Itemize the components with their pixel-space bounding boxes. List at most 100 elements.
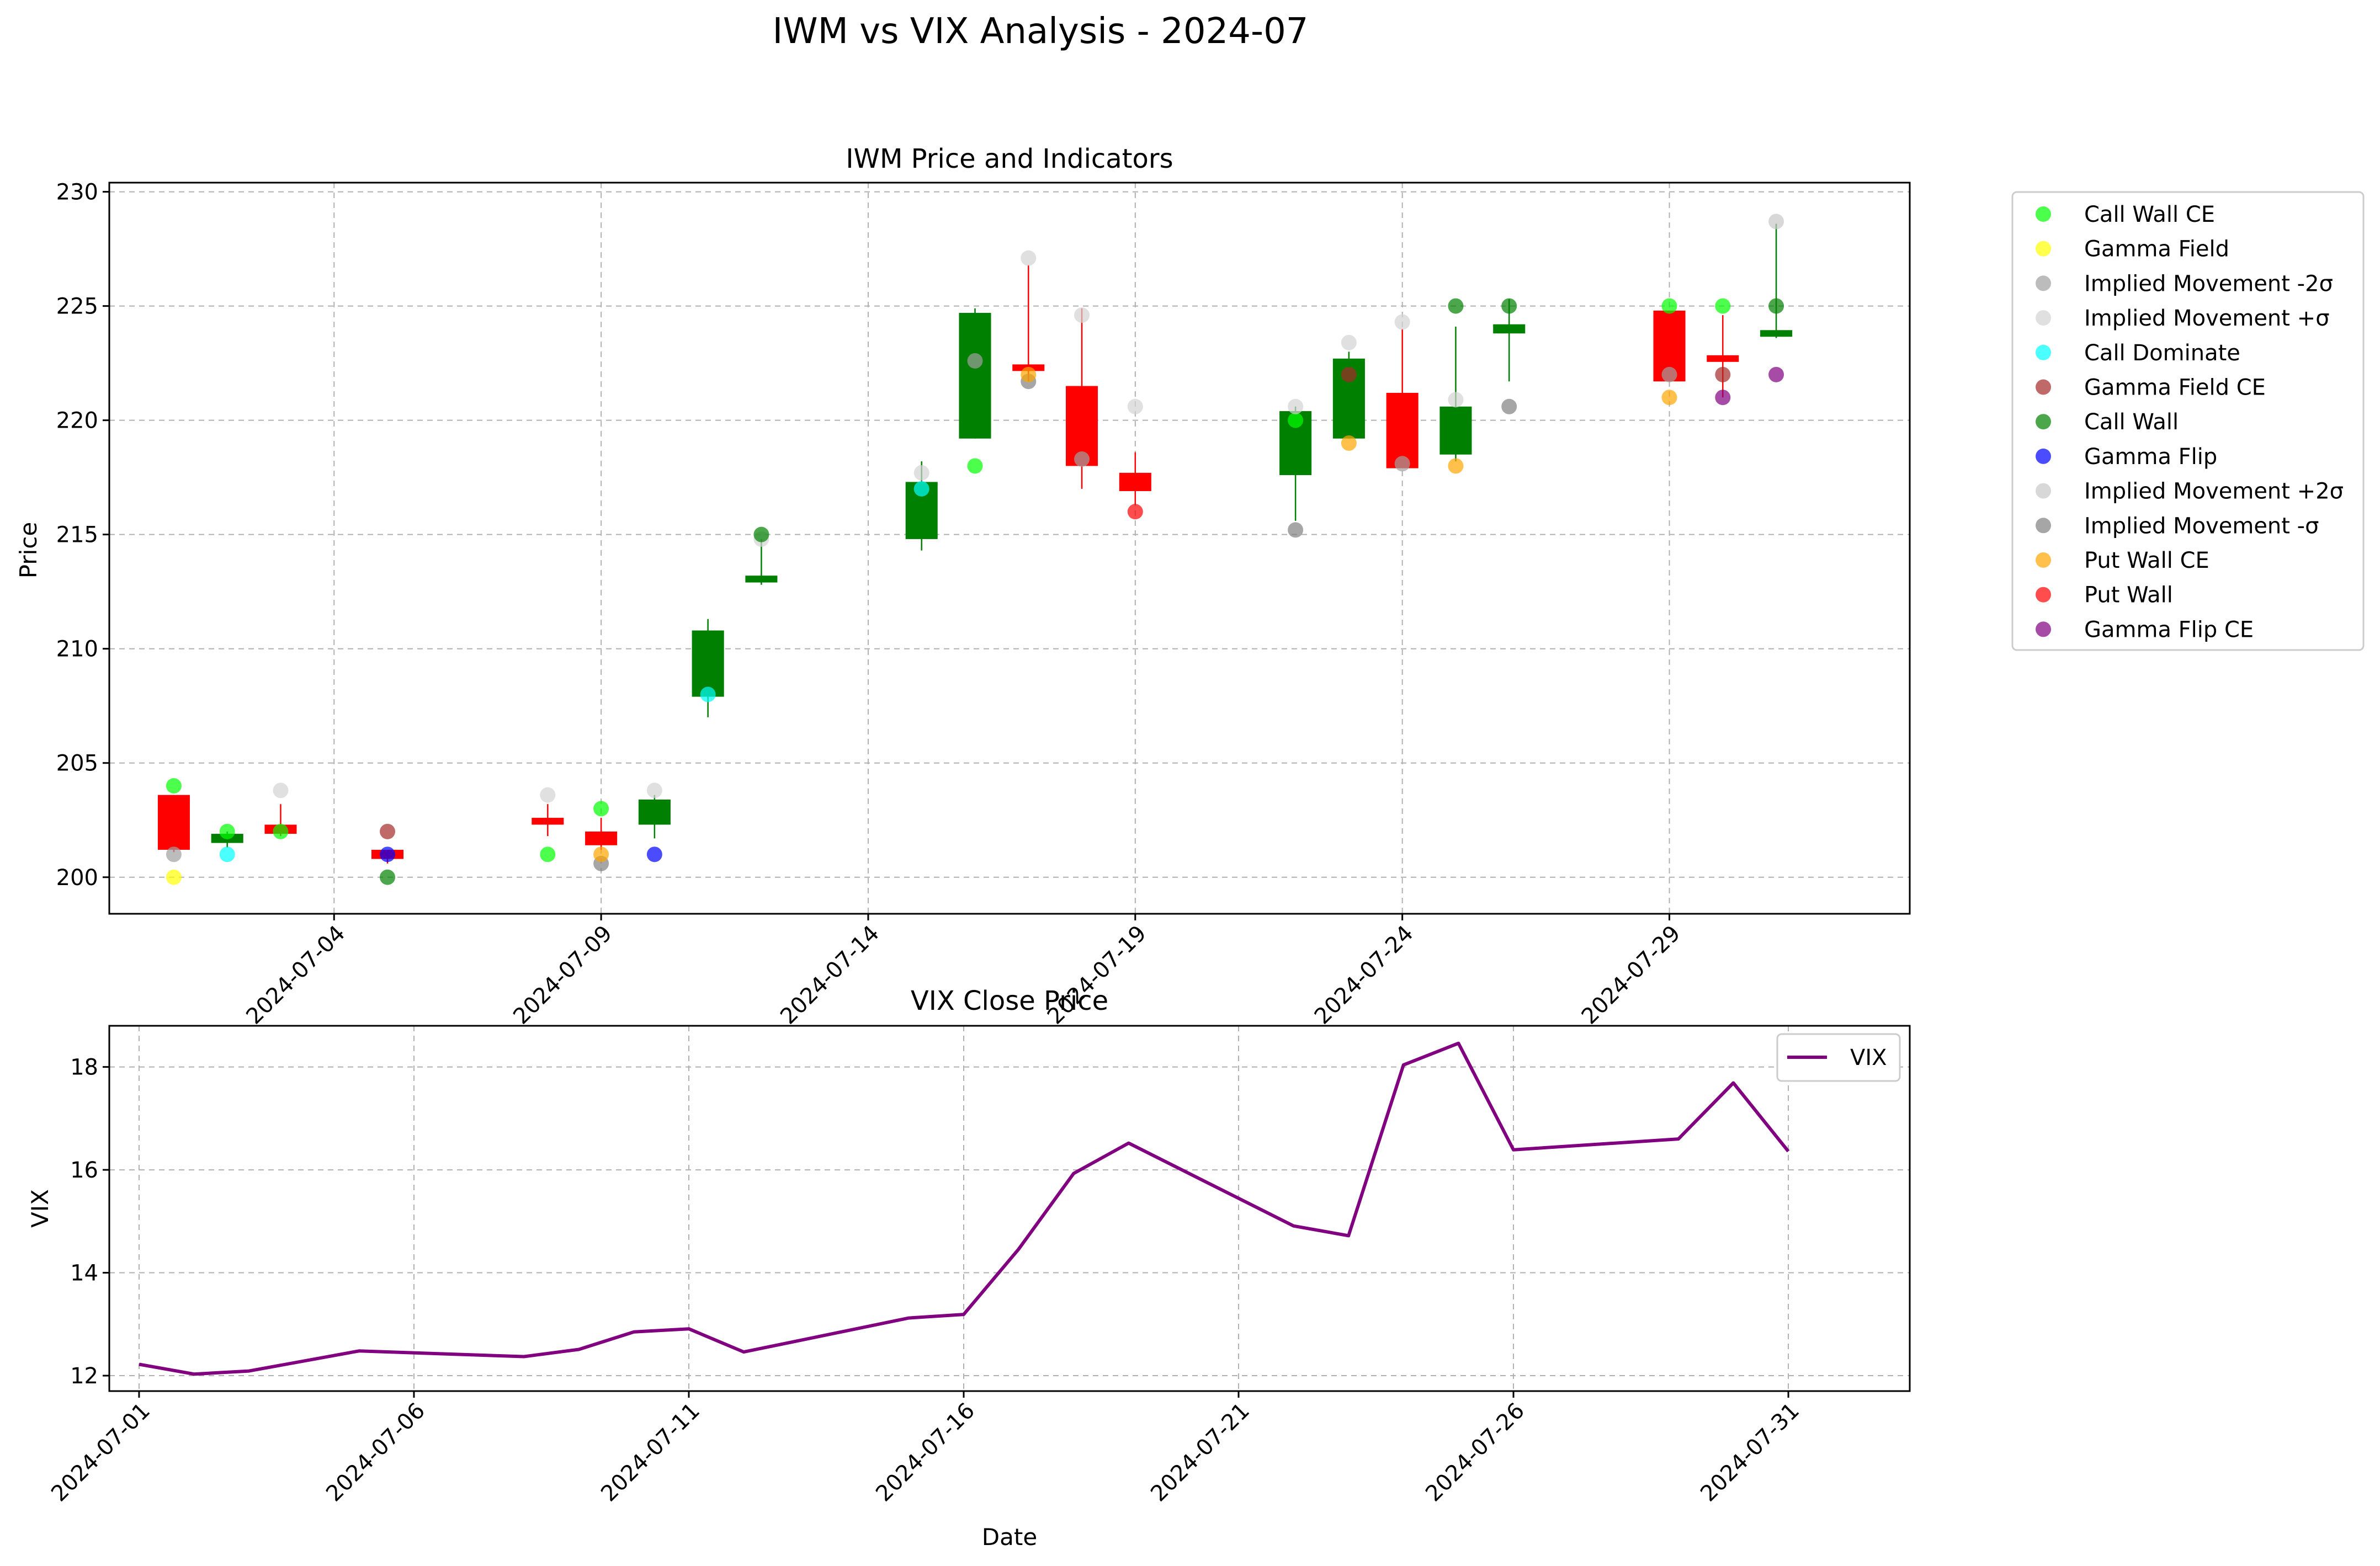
indicator-point: [1448, 392, 1464, 408]
indicator-point: [1448, 458, 1464, 474]
indicator-point: [540, 787, 556, 803]
candle-body: [1760, 330, 1793, 337]
iwm-legend-marker: [2036, 206, 2051, 222]
indicator-point: [380, 823, 396, 839]
indicator-point: [967, 458, 983, 474]
indicator-point: [700, 686, 716, 702]
indicator-point: [593, 801, 609, 817]
indicator-point: [273, 782, 289, 798]
vix-y-tick-label: 14: [70, 1261, 98, 1286]
indicator-point: [1715, 390, 1731, 406]
candle-body: [1439, 406, 1472, 455]
iwm-y-axis-label: Price: [15, 522, 42, 578]
indicator-point: [1501, 398, 1517, 414]
indicator-point: [1127, 398, 1143, 414]
iwm-legend-label: Implied Movement -2σ: [2084, 271, 2333, 296]
iwm-candles: [157, 223, 1793, 864]
indicator-point: [1394, 314, 1410, 330]
indicator-point: [1768, 366, 1784, 382]
indicator-point: [1661, 366, 1677, 382]
candle-body: [157, 795, 190, 850]
iwm-legend: Call Wall CE Gamma Field Implied Movement …: [2011, 191, 2365, 651]
iwm-legend-label: Put Wall: [2084, 583, 2173, 608]
iwm-legend-label: Call Dominate: [2084, 340, 2240, 366]
vix-series-line: [139, 1041, 1790, 1376]
iwm-legend-label: Gamma Flip CE: [2084, 617, 2254, 642]
indicator-point: [1341, 366, 1357, 382]
indicator-point: [1127, 504, 1143, 520]
iwm-legend-label: Gamma Field CE: [2084, 375, 2266, 401]
indicator-point: [753, 526, 769, 542]
indicator-point: [913, 465, 929, 481]
candle-body: [1493, 324, 1526, 334]
indicator-point: [1021, 250, 1037, 266]
vix-legend-frame: [1776, 1033, 1901, 1082]
iwm-legend-marker: [2036, 310, 2051, 326]
iwm-legend-marker: [2036, 448, 2051, 464]
iwm-indicator-points: [166, 214, 1784, 885]
indicator-point: [1288, 398, 1304, 414]
candle-body: [959, 313, 991, 439]
indicator-point: [1074, 451, 1090, 467]
iwm-legend-marker: [2036, 414, 2051, 430]
indicator-point: [593, 846, 609, 862]
iwm-legend-label: Gamma Flip: [2084, 444, 2217, 470]
vix-y-tick-label: 12: [70, 1363, 98, 1389]
indicator-point: [1715, 366, 1731, 382]
candle-body: [1707, 355, 1739, 362]
indicator-point: [1074, 307, 1090, 323]
indicator-point: [1661, 390, 1677, 406]
iwm-legend-label: Put Wall CE: [2084, 548, 2209, 573]
indicator-point: [913, 481, 929, 497]
candle-body: [745, 576, 778, 583]
iwm-y-tick-label: 200: [56, 865, 98, 891]
iwm-y-ticks: 200 205 210 215 220 225 230: [56, 180, 109, 891]
figure-title: IWM vs VIX Analysis - 2024-07: [773, 11, 1309, 52]
vix-chart-title: VIX Close Price: [911, 986, 1108, 1016]
iwm-legend-label: Call Wall: [2084, 409, 2179, 435]
iwm-y-tick-label: 230: [56, 180, 98, 205]
iwm-legend-label: Implied Movement -σ: [2084, 513, 2319, 539]
vix-legend: VIX: [1776, 1033, 1901, 1082]
iwm-legend-marker: [2036, 552, 2051, 568]
indicator-point: [219, 823, 235, 839]
indicator-point: [219, 846, 235, 862]
vix-legend-label: VIX: [1850, 1045, 1887, 1070]
vix-y-tick-label: 18: [70, 1055, 98, 1080]
iwm-y-tick-label: 225: [56, 294, 98, 319]
iwm-axes-frame: [108, 182, 1911, 915]
indicator-point: [166, 869, 182, 885]
iwm-y-tick-label: 220: [56, 408, 98, 434]
iwm-legend-label: Gamma Field: [2084, 237, 2229, 262]
indicator-point: [1768, 214, 1784, 230]
indicator-point: [1394, 456, 1410, 472]
indicator-point: [1661, 298, 1677, 314]
indicator-point: [1341, 334, 1357, 350]
iwm-chart-title: IWM Price and Indicators: [846, 143, 1173, 174]
iwm-legend-frame: [2011, 191, 2365, 651]
indicator-point: [1288, 522, 1304, 538]
indicator-point: [540, 846, 556, 862]
iwm-legend-marker: [2036, 344, 2051, 360]
iwm-legend-label: Implied Movement +σ: [2084, 306, 2330, 331]
iwm-y-tick-label: 205: [56, 751, 98, 776]
indicator-point: [967, 353, 983, 369]
iwm-legend-marker: [2036, 621, 2051, 637]
iwm-legend-marker: [2036, 483, 2051, 499]
indicator-point: [1021, 366, 1037, 382]
iwm-y-tick-label: 210: [56, 637, 98, 662]
indicator-point: [1341, 435, 1357, 451]
iwm-legend-marker: [2036, 518, 2051, 534]
iwm-legend-marker: [2036, 275, 2051, 291]
candle-body: [1386, 392, 1419, 468]
candle-body: [692, 630, 724, 697]
indicator-point: [646, 782, 662, 798]
indicator-point: [380, 846, 396, 862]
iwm-legend-label: Implied Movement +2σ: [2084, 479, 2344, 504]
iwm-legend-label: Call Wall CE: [2084, 202, 2215, 227]
indicator-point: [166, 846, 182, 862]
candle-body: [585, 831, 618, 845]
indicator-point: [1715, 298, 1731, 314]
indicator-point: [273, 823, 289, 839]
